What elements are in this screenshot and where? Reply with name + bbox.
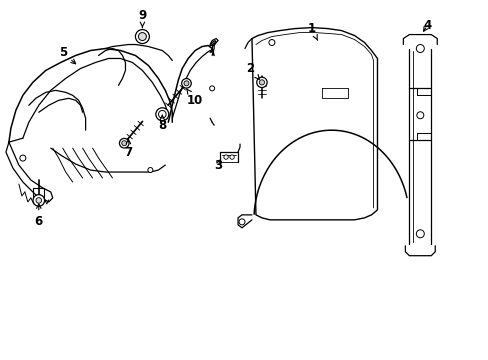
Circle shape	[122, 141, 126, 146]
Circle shape	[156, 108, 168, 121]
Circle shape	[119, 138, 129, 148]
Text: 4: 4	[422, 19, 430, 32]
Circle shape	[183, 81, 188, 86]
Text: 2: 2	[245, 62, 259, 79]
Circle shape	[36, 198, 41, 203]
Text: 7: 7	[124, 139, 132, 159]
Circle shape	[158, 111, 166, 118]
Text: 1: 1	[307, 22, 317, 40]
Circle shape	[138, 32, 146, 41]
Circle shape	[147, 167, 153, 172]
Circle shape	[209, 86, 214, 91]
Circle shape	[182, 78, 191, 88]
Circle shape	[224, 155, 228, 159]
Text: 9: 9	[138, 9, 146, 28]
Circle shape	[415, 230, 424, 238]
Circle shape	[20, 155, 26, 161]
Text: 8: 8	[158, 115, 166, 132]
Text: 10: 10	[186, 89, 203, 107]
Circle shape	[416, 112, 423, 119]
Circle shape	[259, 80, 264, 85]
Circle shape	[33, 195, 44, 206]
Circle shape	[256, 77, 266, 87]
Text: 5: 5	[59, 46, 76, 64]
Text: 3: 3	[214, 158, 222, 172]
Text: 6: 6	[35, 204, 43, 228]
Circle shape	[239, 219, 244, 225]
Circle shape	[229, 155, 234, 159]
Circle shape	[415, 45, 424, 53]
Circle shape	[268, 40, 274, 45]
Circle shape	[135, 30, 149, 44]
